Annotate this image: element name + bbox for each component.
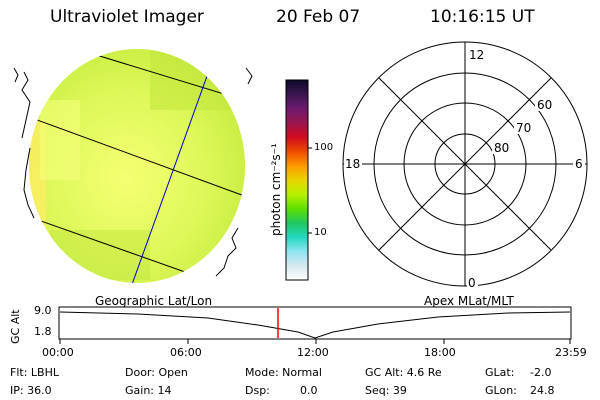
timeline-xtick-2359: 23:59 [555,346,587,359]
observation-time: 10:16:15 UT [430,7,535,27]
timeline-right-title: Apex MLat/MLT [424,294,514,308]
dsp-value: 0.0 [300,384,318,397]
filter-status: Flt: LBHL [10,366,59,379]
altitude-curve [59,311,571,339]
altitude-timeline-plot [58,306,572,344]
earth-disk [29,49,245,283]
timeline-axis-label: GC Alt [9,309,22,344]
polar-label-mlt-6: 6 [575,157,583,171]
coastline [13,67,253,277]
colorbar-unit-label: photon cm⁻²s⁻¹ [269,143,283,236]
timeline-left-title: Geographic Lat/Lon [95,294,213,308]
instrument-title: Ultraviolet Imager [50,7,204,27]
polar-label-mlt-18: 18 [345,157,360,171]
timeline-xtick-0600: 06:00 [170,346,202,359]
timeline-xtick-1800: 18:00 [424,346,456,359]
latitude-line [29,109,245,199]
glon-label: GLon: [485,384,517,397]
colorbar [285,79,312,281]
polar-plot: 12 60 70 80 18 6 0 [342,41,588,290]
polar-label-lat-60: 60 [537,98,552,112]
timeline-xtick-0000: 00:00 [42,346,74,359]
polar-diagonal [378,77,552,251]
glat-value: -2.0 [530,366,552,379]
auroral-image-panel [13,49,253,283]
colorbar-tick-10: 10 [314,227,327,238]
polar-label-lat-80: 80 [494,141,509,155]
glat-label: GLat: [485,366,515,379]
timeline-ytick-9: 9.0 [34,304,52,317]
polar-label-mlt-12: 12 [469,48,484,62]
door-status: Door: Open [125,366,188,379]
polar-label-lat-70: 70 [516,121,531,135]
colorbar-tick-100: 100 [314,142,334,153]
observation-date: 20 Feb 07 [276,7,361,27]
glon-value: 24.8 [530,384,555,397]
timeline-xtick-1200: 12:00 [297,346,329,359]
meridian-line [129,49,221,283]
mode-status: Mode: Normal [245,366,322,379]
seq-status: Seq: 39 [365,384,407,397]
timeline-ytick-1-8: 1.8 [34,325,52,338]
gain-status: Gain: 14 [125,384,172,397]
ip-status: IP: 36.0 [10,384,52,397]
dsp-label: Dsp: [245,384,270,397]
polar-label-mlt-0: 0 [468,276,476,290]
gc-alt-status: GC Alt: 4.6 Re [365,366,442,379]
